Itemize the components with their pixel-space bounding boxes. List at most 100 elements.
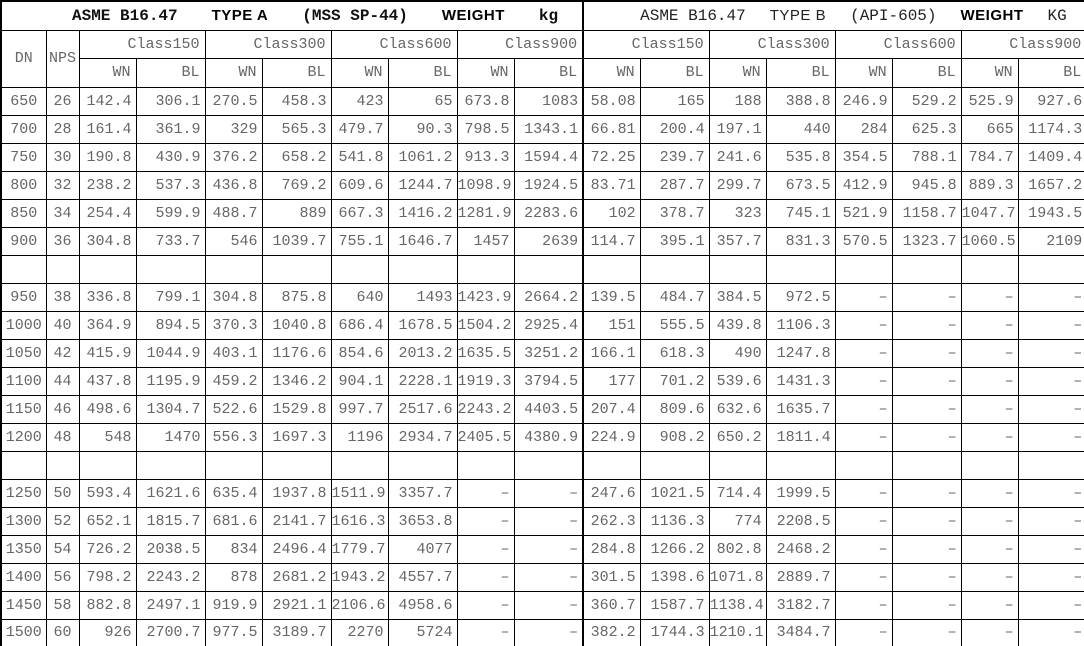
weight-cell: 2517.6 xyxy=(387,394,458,424)
title-b-spec: (API-605) xyxy=(850,6,937,25)
weight-cell: 166.1 xyxy=(582,338,641,368)
weight-cell: 2700.7 xyxy=(135,618,206,646)
weight-cell: 681.6 xyxy=(204,506,263,536)
weight-cell: – xyxy=(1017,310,1084,340)
weight-cell: 1943.2 xyxy=(330,562,389,592)
weight-cell: – xyxy=(1017,618,1084,646)
weight-cell: 4380.9 xyxy=(513,422,584,452)
dn-cell: 1000 xyxy=(0,310,47,340)
weight-cell: 625.3 xyxy=(891,114,962,144)
weight-cell: – xyxy=(834,562,893,592)
nps-cell: 52 xyxy=(45,506,80,536)
weight-cell: – xyxy=(513,590,584,620)
sub-header-wn: WN xyxy=(960,57,1019,88)
weight-cell: 1504.2 xyxy=(456,310,515,340)
weight-cell: 165 xyxy=(639,86,710,116)
weight-cell: 430.9 xyxy=(135,142,206,172)
weight-cell: 802.8 xyxy=(708,534,767,564)
weight-cell: 83.71 xyxy=(582,170,641,200)
weight-cell: 4403.5 xyxy=(513,394,584,424)
weight-cell: 3794.5 xyxy=(513,366,584,396)
table-row: 1350 54 726.2 2038.5 834 2496.4 1779.7 4077– –28… xyxy=(0,534,1084,564)
dn-cell: 1450 xyxy=(0,590,47,620)
weight-cell: 3653.8 xyxy=(387,506,458,536)
weight-cell xyxy=(834,450,893,480)
weight-cell: 831.3 xyxy=(765,226,836,256)
weight-cell: 546 xyxy=(204,226,263,256)
weight-cell: 521.9 xyxy=(834,198,893,228)
weight-cell: 2664.2 xyxy=(513,282,584,312)
weight-cell: – xyxy=(960,422,1019,452)
weight-cell xyxy=(78,254,137,284)
weight-cell: 437.8 xyxy=(78,366,137,396)
weight-cell: 247.6 xyxy=(582,478,641,508)
weight-cell: – xyxy=(960,366,1019,396)
dn-cell: 1400 xyxy=(0,562,47,592)
weight-cell: 1060.5 xyxy=(960,226,1019,256)
weight-cell: – xyxy=(513,562,584,592)
weight-cell: 809.6 xyxy=(639,394,710,424)
table-row: 1050 42 415.9 1044.9 403.1 1176.6 854.6 2013.2 1… xyxy=(0,338,1084,368)
weight-cell: 1136.3 xyxy=(639,506,710,536)
weight-cell: 919.9 xyxy=(204,590,263,620)
sub-header-wn: WN xyxy=(708,57,767,88)
weight-cell: 733.7 xyxy=(135,226,206,256)
weight-cell: 774 xyxy=(708,506,767,536)
title-a-spec: (MSS SP-44) xyxy=(302,6,408,25)
weight-cell xyxy=(891,254,962,284)
weight-cell: 376.2 xyxy=(204,142,263,172)
weight-cell: – xyxy=(891,562,962,592)
weight-cell: 1697.3 xyxy=(261,422,332,452)
weight-cell: 2283.6 xyxy=(513,198,584,228)
weight-cell: – xyxy=(456,590,515,620)
weight-cell: – xyxy=(891,422,962,452)
weight-cell: 1244.7 xyxy=(387,170,458,200)
weight-cell: 388.8 xyxy=(765,86,836,116)
weight-cell: 972.5 xyxy=(765,282,836,312)
weight-cell: 1621.6 xyxy=(135,478,206,508)
weight-cell: 673.8 xyxy=(456,86,515,116)
weight-cell xyxy=(582,450,641,480)
title-type-b-cell: ASME B16.47 TYPE B (API-605) WEIGHT KG xyxy=(582,0,1084,31)
separator-row xyxy=(0,254,1084,284)
weight-cell: – xyxy=(456,506,515,536)
weight-cell: 139.5 xyxy=(582,282,641,312)
table-row: 800 32 238.2 537.3 436.8 769.2 609.6 1244.7 1098… xyxy=(0,170,1084,200)
weight-cell: 5724 xyxy=(387,618,458,646)
weight-cell xyxy=(261,450,332,480)
weight-cell: 1470 xyxy=(135,422,206,452)
weight-cell xyxy=(204,450,263,480)
weight-cell: 65 xyxy=(387,86,458,116)
weight-cell: 1511.9 xyxy=(330,478,389,508)
weight-cell: 3357.7 xyxy=(387,478,458,508)
weight-cell: 618.3 xyxy=(639,338,710,368)
dn-cell xyxy=(0,254,47,284)
sub-header-wn: WN xyxy=(78,57,137,88)
weight-cell: 361.9 xyxy=(135,114,206,144)
weight-cell: 200.4 xyxy=(639,114,710,144)
weight-cell: – xyxy=(1017,478,1084,508)
nps-cell: 56 xyxy=(45,562,80,592)
weight-cell: – xyxy=(834,310,893,340)
weight-cell: 1398.6 xyxy=(639,562,710,592)
weight-cell: 1266.2 xyxy=(639,534,710,564)
nps-cell: 42 xyxy=(45,338,80,368)
col-header-nps: NPS xyxy=(45,29,80,88)
dn-cell xyxy=(0,450,47,480)
weight-cell: – xyxy=(513,506,584,536)
weight-cell: 423 xyxy=(330,86,389,116)
weight-cell: 304.8 xyxy=(78,226,137,256)
weight-cell: 539.6 xyxy=(708,366,767,396)
weight-cell: – xyxy=(891,590,962,620)
weight-cell: 755.1 xyxy=(330,226,389,256)
weight-cell: 640 xyxy=(330,282,389,312)
table-row: 1150 46 498.6 1304.7 522.6 1529.8 997.7 2517.6 2… xyxy=(0,394,1084,424)
weight-cell: – xyxy=(891,478,962,508)
weight-cell: 2639 xyxy=(513,226,584,256)
weight-cell: 927.6 xyxy=(1017,86,1084,116)
weight-cell: – xyxy=(1017,534,1084,564)
table-row: 650 26 142.4 306.1 270.5 458.3 423 65 673.8 1083 5… xyxy=(0,86,1084,116)
weight-cell xyxy=(78,450,137,480)
weight-cell: 1635.5 xyxy=(456,338,515,368)
weight-cell: 241.6 xyxy=(708,142,767,172)
